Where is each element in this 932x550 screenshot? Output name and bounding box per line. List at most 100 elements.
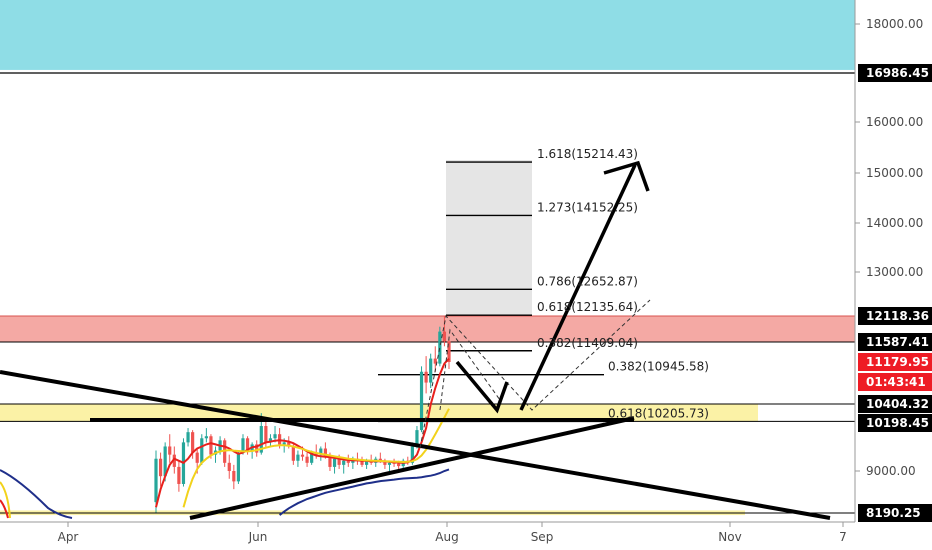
x-tick-label: Nov	[718, 530, 741, 544]
price-badge-label: 8190.25	[866, 506, 921, 520]
price-badges: 16986.45 12118.36 11587.41 11179.95 01:43:41…	[858, 64, 932, 522]
y-tick-label: 14000.00	[866, 216, 923, 230]
candle-body	[364, 460, 369, 465]
fib-label-2: 0.786(12652.87)	[537, 274, 638, 288]
x-tick-label: Sep	[531, 530, 554, 544]
price-badge	[858, 307, 932, 325]
candle-body	[163, 446, 167, 477]
candle-body	[268, 438, 273, 443]
drop-arrow	[455, 360, 509, 414]
resistance-zone-top	[0, 0, 855, 70]
candle-body	[291, 446, 295, 461]
candle-body	[195, 452, 199, 463]
candle-body	[287, 442, 291, 447]
left-edge-ma-curves	[0, 469, 73, 519]
candle-body	[236, 452, 241, 482]
price-badge	[858, 353, 932, 371]
candle-body	[191, 432, 195, 453]
y-axis: 18000.00 16000.00 15000.00 14000.00 13000.00…	[855, 17, 923, 478]
candle-body	[433, 358, 437, 364]
x-axis: Apr Jun Aug Sep Nov 7	[58, 522, 847, 544]
candle-body	[342, 460, 346, 465]
candle-body	[255, 444, 259, 453]
candle-body	[332, 458, 337, 467]
price-badge	[858, 414, 932, 432]
candle-body	[241, 438, 245, 453]
dashed-projection-path	[419, 299, 651, 449]
descending-trendline	[0, 370, 831, 520]
candle-body	[383, 460, 387, 465]
price-badge	[858, 64, 932, 82]
candle-body	[387, 462, 392, 465]
candle-body	[264, 426, 268, 443]
candle-body	[378, 458, 382, 461]
candle-body	[168, 446, 172, 455]
candle-body	[154, 458, 158, 503]
candle-body	[282, 442, 286, 445]
dashed-projection-path-2	[439, 328, 501, 411]
candle-body	[296, 454, 300, 461]
moving-averages-layer	[155, 357, 450, 516]
candle-body	[300, 454, 305, 457]
candle-body	[200, 438, 204, 463]
y-tick-label: 9000.00	[866, 464, 916, 478]
rally-arrow-head	[603, 160, 650, 192]
candle-body	[442, 331, 447, 342]
resistance-zone-mid	[0, 316, 855, 342]
price-badge-label: 11179.95	[866, 355, 929, 369]
candle-body	[328, 456, 332, 467]
candle-body	[158, 458, 163, 477]
candle-body	[186, 432, 190, 443]
candle-body	[245, 438, 250, 451]
y-tick-label: 15000.00	[866, 166, 923, 180]
candle-body	[415, 430, 419, 447]
y-tick-label: 18000.00	[866, 17, 923, 31]
ma-yellow	[182, 408, 450, 508]
price-badge	[858, 395, 932, 413]
price-badge-label: 12118.36	[866, 309, 929, 323]
candle-body	[410, 446, 414, 463]
rally-arrow-shaft	[519, 164, 637, 411]
candle-body	[337, 458, 341, 465]
candle-body	[392, 462, 396, 464]
fib-label-3: 0.618(12135.64)	[537, 300, 638, 314]
fib-label-0: 1.618(15214.43)	[537, 147, 638, 161]
candle-body	[438, 331, 442, 364]
candle-body	[305, 456, 309, 463]
price-badge-label: 10404.32	[866, 397, 929, 411]
candle-body	[419, 371, 424, 431]
y-tick-label: 13000.00	[866, 265, 923, 279]
candle-body	[397, 463, 401, 467]
x-tick-label: Aug	[435, 530, 458, 544]
x-tick-label: Jun	[248, 530, 268, 544]
price-badge	[858, 504, 932, 522]
price-badge-label: 01:43:41	[866, 375, 926, 389]
trend-lines	[0, 370, 831, 520]
price-badge	[858, 373, 932, 391]
candle-body	[204, 436, 208, 439]
fib-label-1: 1.273(14152.25)	[537, 200, 638, 214]
candle-body	[323, 448, 327, 457]
price-badge-label: 16986.45	[866, 66, 929, 80]
ma-red	[155, 357, 450, 508]
candle-body	[429, 358, 433, 383]
projection-arrows	[455, 160, 650, 414]
fib-label-4: 0.382(11409.04)	[537, 336, 638, 350]
candle-body	[360, 460, 364, 465]
price-badge-label: 10198.45	[866, 416, 929, 430]
candle-body	[209, 436, 213, 455]
ma-navy	[278, 468, 450, 516]
candle-body	[259, 426, 263, 453]
candle-body	[424, 371, 428, 383]
candle-body	[177, 466, 181, 484]
price-badge-label: 11587.41	[866, 335, 929, 349]
x-tick-label: Apr	[58, 530, 79, 544]
fib-labels: 1.618(15214.43) 1.273(14152.25) 0.786(1265…	[537, 147, 709, 420]
candle-body	[227, 462, 231, 471]
y-tick-label: 16000.00	[866, 115, 923, 129]
support-zone	[0, 404, 758, 422]
fib-retrace-label-0: 0.382(10945.58)	[608, 360, 709, 374]
fib-retrace-label-1: 0.618(10205.73)	[608, 406, 709, 420]
candle-body	[310, 452, 314, 463]
